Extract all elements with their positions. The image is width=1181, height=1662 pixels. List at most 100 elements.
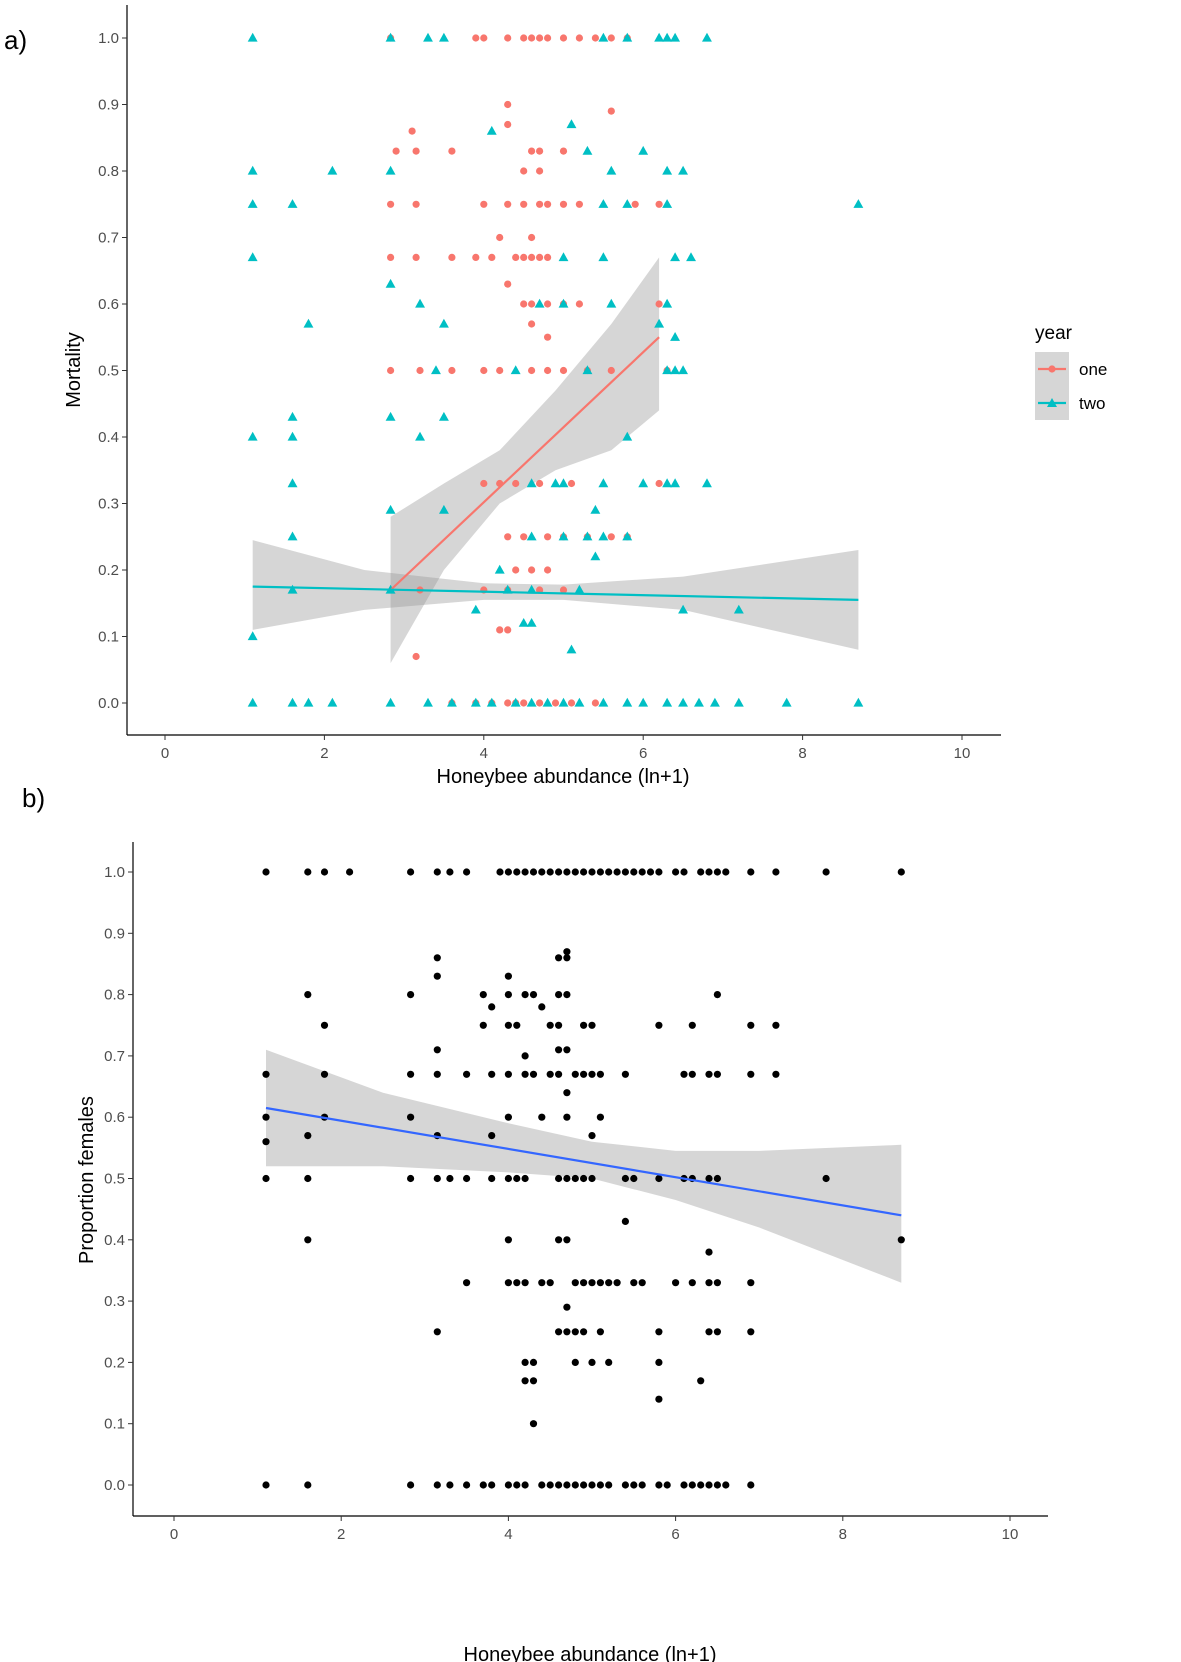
x-tick-label: 2	[320, 745, 328, 762]
data-point-all	[747, 868, 755, 876]
y-tick-label: 0.8	[98, 163, 119, 180]
data-point-two	[670, 478, 680, 488]
data-point-all	[504, 1279, 512, 1287]
data-point-all	[822, 868, 830, 876]
data-point-one	[655, 479, 663, 488]
data-point-all	[433, 1328, 441, 1336]
data-point-all	[588, 1358, 596, 1366]
data-point-all	[479, 1021, 487, 1029]
fit-line-one	[389, 336, 660, 591]
data-point-all	[488, 1174, 496, 1183]
data-point-one	[575, 34, 584, 42]
data-point-two	[606, 165, 617, 175]
legend-label-one: one	[1079, 360, 1107, 379]
data-point-all	[555, 1174, 563, 1183]
data-point-two	[781, 697, 792, 707]
data-point-one	[520, 699, 528, 707]
y-tick-label: 0.3	[98, 496, 119, 513]
data-point-two	[662, 365, 673, 375]
data-point-all	[655, 1395, 663, 1403]
data-point-all	[563, 1481, 571, 1489]
data-point-all	[697, 868, 705, 876]
data-point-all	[613, 1279, 621, 1287]
y-tick-label: 0.3	[104, 1293, 125, 1310]
data-point-two	[510, 697, 521, 707]
data-point-one	[480, 479, 488, 488]
data-point-one	[480, 200, 488, 208]
data-point-two	[662, 697, 673, 707]
data-point-two	[247, 199, 258, 208]
data-point-two	[287, 411, 298, 421]
data-point-one	[551, 699, 560, 707]
data-point-one	[448, 253, 456, 261]
ci-band-two	[252, 540, 859, 650]
data-point-two	[638, 478, 649, 488]
data-point-one	[412, 652, 420, 661]
data-point-all	[346, 868, 354, 876]
data-point-all	[521, 1481, 529, 1489]
data-point-all	[705, 1481, 713, 1489]
data-point-all	[433, 868, 441, 876]
x-tick-label: 6	[671, 1526, 679, 1543]
data-point-all	[433, 954, 441, 962]
data-point-all	[772, 1021, 780, 1029]
data-point-two	[710, 697, 720, 707]
y-tick-label: 0.9	[98, 97, 119, 114]
data-point-all	[596, 1279, 605, 1287]
y-tick-label: 0.7	[98, 230, 119, 247]
data-point-two	[303, 697, 314, 707]
legend-title: year	[1035, 323, 1073, 344]
data-point-all	[262, 1481, 270, 1489]
data-point-two	[415, 298, 425, 308]
data-point-all	[563, 868, 571, 876]
data-point-two	[439, 504, 449, 514]
data-point-all	[655, 1358, 663, 1366]
data-point-all	[504, 1070, 512, 1078]
data-point-one	[536, 147, 544, 155]
data-point-all	[705, 1279, 713, 1287]
data-point-all	[433, 1481, 441, 1489]
y-tick-label: 0.0	[104, 1477, 125, 1494]
data-point-one	[544, 366, 552, 375]
data-point-one	[528, 300, 536, 308]
data-point-one	[575, 300, 584, 308]
data-point-all	[663, 1481, 671, 1489]
data-point-all	[521, 1052, 529, 1060]
data-point-two	[247, 697, 258, 707]
data-point-two	[247, 32, 258, 42]
x-tick-label: 8	[839, 1526, 847, 1543]
data-point-all	[262, 1174, 270, 1183]
data-point-two	[385, 411, 396, 421]
data-point-two	[423, 32, 433, 42]
data-point-one	[544, 333, 552, 341]
data-point-all	[320, 1070, 329, 1078]
data-point-all	[571, 1328, 579, 1336]
data-point-all	[747, 1328, 755, 1336]
y-tick-label: 0.0	[98, 695, 119, 712]
data-point-one	[512, 253, 520, 261]
data-point-all	[546, 1481, 554, 1489]
data-point-one	[607, 34, 615, 42]
data-point-all	[621, 868, 630, 876]
data-point-all	[555, 1046, 563, 1054]
data-point-one	[575, 200, 584, 208]
data-point-one	[544, 200, 552, 208]
data-point-two	[574, 584, 585, 594]
data-point-two	[733, 604, 744, 614]
data-point-one	[472, 253, 480, 261]
data-point-all	[504, 868, 512, 876]
data-point-all	[513, 1279, 521, 1287]
data-point-all	[463, 1279, 471, 1287]
data-point-two	[598, 32, 609, 42]
data-point-two	[558, 298, 569, 308]
data-point-two	[247, 165, 258, 175]
x-tick-label: 6	[639, 745, 647, 762]
data-point-all	[688, 1021, 696, 1029]
data-point-two	[558, 252, 569, 262]
data-point-two	[439, 318, 449, 328]
data-point-all	[304, 1236, 312, 1244]
data-point-all	[504, 1236, 512, 1244]
data-point-all	[697, 1481, 705, 1489]
data-point-all	[680, 868, 688, 876]
data-point-all	[713, 1070, 722, 1078]
